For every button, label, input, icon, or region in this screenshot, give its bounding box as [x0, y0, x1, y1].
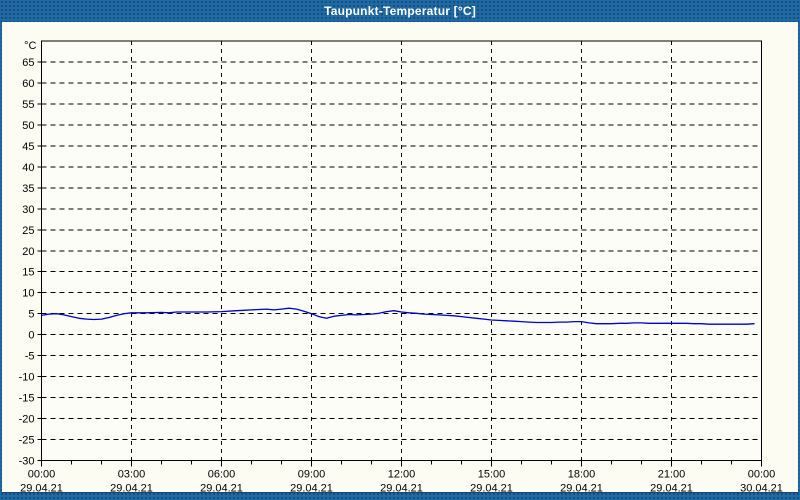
y-tick-label: 35: [22, 183, 34, 195]
x-time-label: 18:00: [568, 469, 596, 481]
y-tick-label: 20: [22, 246, 34, 258]
window-title: Taupunkt-Temperatur [°C]: [324, 4, 476, 18]
y-tick-label: 30: [22, 204, 34, 216]
x-date-label: 29.04.21: [200, 483, 243, 495]
y-tick-label: 55: [22, 99, 34, 111]
x-date-label: 29.04.21: [560, 483, 603, 495]
y-tick-label: 25: [22, 225, 34, 237]
x-time-label: 03:00: [118, 469, 146, 481]
x-date-label: 29.04.21: [650, 483, 693, 495]
x-date-label: 29.04.21: [470, 483, 513, 495]
y-tick-label: 45: [22, 141, 34, 153]
y-tick-label: -20: [19, 414, 35, 426]
x-date-label: 29.04.21: [20, 483, 63, 495]
x-date-label: 30.04.21: [740, 483, 783, 495]
x-time-label: 15:00: [478, 469, 506, 481]
y-tick-label: -30: [19, 456, 35, 468]
y-tick-label: 0: [28, 330, 34, 342]
y-tick-label: -25: [19, 435, 35, 447]
x-time-label: 12:00: [388, 469, 416, 481]
y-tick-label: 65: [22, 57, 34, 69]
x-date-label: 29.04.21: [380, 483, 423, 495]
y-tick-label: 5: [28, 309, 34, 321]
y-unit-label: °C: [24, 40, 36, 52]
y-tick-label: 15: [22, 267, 34, 279]
chart-line: [40, 307, 755, 325]
x-date-label: 29.04.21: [290, 483, 333, 495]
y-tick-label: 10: [22, 288, 34, 300]
y-tick-label: 40: [22, 162, 34, 174]
y-tick-label: -5: [25, 351, 35, 363]
y-tick-label: 60: [22, 78, 34, 90]
y-tick-label: -10: [19, 372, 35, 384]
y-tick-label: -15: [19, 393, 35, 405]
x-time-label: 00:00: [748, 469, 776, 481]
x-date-label: 29.04.21: [110, 483, 153, 495]
x-time-label: 09:00: [298, 469, 326, 481]
x-time-label: 00:00: [28, 469, 56, 481]
y-tick-label: 50: [22, 120, 34, 132]
x-time-label: 21:00: [658, 469, 686, 481]
title-bar[interactable]: Taupunkt-Temperatur [°C]: [0, 0, 800, 22]
x-time-label: 06:00: [208, 469, 236, 481]
